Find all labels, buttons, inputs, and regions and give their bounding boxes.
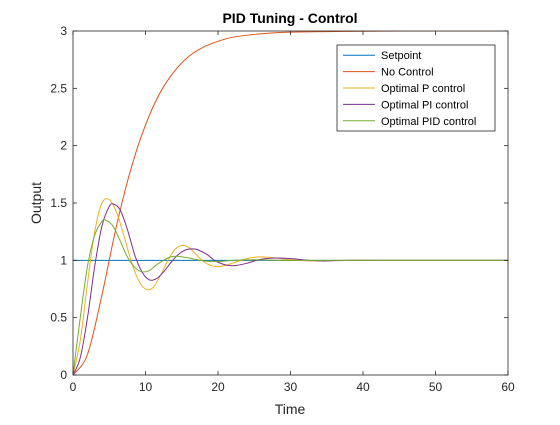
y-tick-label: 2.5 — [50, 81, 67, 95]
chart-title: PID Tuning - Control — [222, 10, 357, 26]
legend-label-optimal-p-control: Optimal P control — [381, 83, 465, 95]
x-tick-label: 40 — [356, 380, 370, 394]
x-axis-label: Time — [275, 401, 306, 417]
x-axis-ticks: 0 10 20 30 40 50 60 — [70, 31, 515, 394]
x-tick-label: 50 — [429, 380, 443, 394]
legend-label-setpoint: Setpoint — [381, 50, 421, 62]
x-tick-label: 30 — [284, 380, 298, 394]
y-tick-label: 2 — [60, 139, 67, 153]
x-tick-label: 20 — [211, 380, 225, 394]
x-tick-label: 60 — [501, 380, 515, 394]
y-tick-label: 1 — [60, 253, 67, 267]
y-tick-label: 3 — [60, 24, 67, 38]
y-axis-ticks: 0 0.5 1 1.5 2 2.5 3 — [50, 24, 508, 382]
y-tick-label: 0 — [60, 368, 67, 382]
y-tick-label: 0.5 — [50, 311, 67, 325]
y-axis-label: Output — [28, 182, 44, 224]
legend: Setpoint No Control Optimal P control Optim… — [336, 44, 496, 132]
legend-label-optimal-pi-control: Optimal PI control — [381, 99, 468, 111]
x-tick-label: 0 — [70, 380, 77, 394]
series-line-optimal-pi-control — [73, 203, 508, 375]
x-tick-label: 10 — [139, 380, 153, 394]
series-line-optimal-pid-control — [73, 219, 508, 375]
legend-label-optimal-pid-control: Optimal PID control — [381, 116, 476, 128]
legend-label-no-control: No Control — [381, 67, 434, 79]
y-tick-label: 1.5 — [50, 196, 67, 210]
